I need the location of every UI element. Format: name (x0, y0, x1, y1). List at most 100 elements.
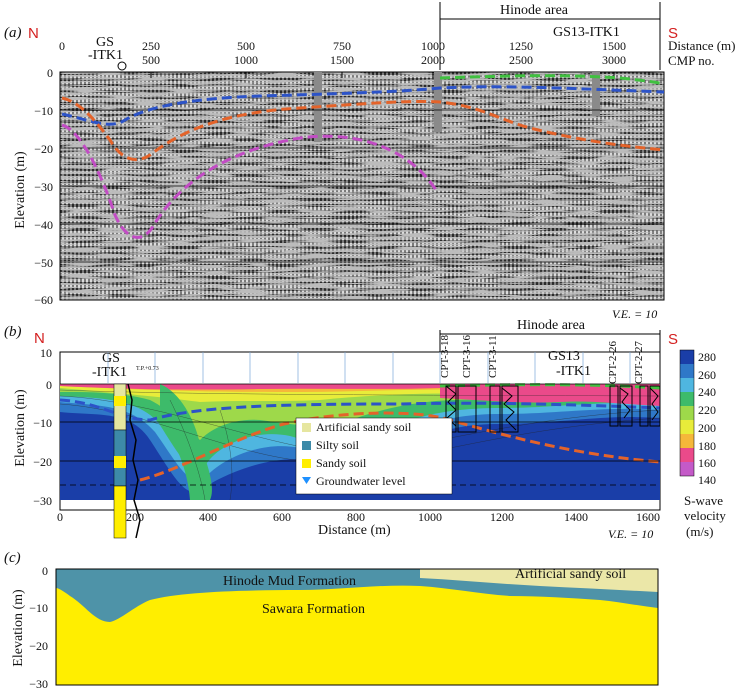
x-tick: 1000 (418, 510, 442, 524)
elevation-tick: −60 (34, 293, 53, 307)
panel-b-ve: V.E. = 10 (608, 527, 653, 541)
colorbar-title-2: velocity (684, 508, 726, 523)
sawara-label: Sawara Formation (262, 602, 365, 617)
y-tick: 10 (40, 346, 52, 360)
legend-label: Groundwater level (316, 474, 406, 488)
panel-b-x-axis: 0 200 400 600 800 1000 1200 1400 1600 Di… (57, 510, 660, 538)
horizon-orange (61, 96, 665, 161)
legend-swatch (302, 459, 311, 468)
cpt-label: CPT-2-27 (633, 341, 645, 384)
y-tick: −10 (33, 416, 52, 430)
distance-tick: 1250 (509, 39, 533, 53)
panel-c: (c) Hinode Mud Formation Artificial sand… (4, 550, 659, 691)
colorbar-tick: 280 (698, 350, 716, 364)
cmp-tick: 2000 (421, 53, 445, 67)
elevation-tick: −30 (34, 180, 53, 194)
elevation-tick: −40 (34, 218, 53, 232)
elevation-tick: −10 (34, 104, 53, 118)
model-horizon-orange (139, 411, 661, 482)
legend-label: Sandy soil (316, 456, 367, 470)
artificial-sandy-label: Artificial sandy soil (515, 567, 626, 582)
distance-tick: 500 (237, 39, 255, 53)
legend-label: Artificial sandy soil (316, 420, 412, 434)
cmp-tick-labels: 500 1000 1500 2000 2500 3000 (142, 53, 626, 67)
legend-label: Silty soil (316, 438, 360, 452)
panel-b-north: N (34, 330, 45, 347)
borehole-marker (117, 61, 127, 71)
panel-a-borehole-left-2: -ITK1 (88, 48, 123, 63)
distance-tick: 250 (142, 39, 160, 53)
hinode-mud-label: Hinode Mud Formation (223, 574, 356, 589)
panel-b-ylabel: Elevation (m) (13, 389, 28, 467)
panel-a-borehole-right: GS13-ITK1 (553, 25, 620, 40)
panel-c-label: (c) (4, 550, 21, 566)
horizon-green (439, 74, 665, 86)
panel-b-hinode-area: Hinode area (517, 318, 586, 333)
colorbar-tick: 240 (698, 385, 716, 399)
colorbar-tick: 260 (698, 368, 716, 382)
panel-c-frame (55, 568, 659, 686)
horizon-blue (61, 85, 665, 126)
section-gap (592, 72, 600, 116)
panel-b-south: S (668, 331, 678, 348)
panel-c-y-axis: 0 −10 −20 −30 Elevation (m) (11, 564, 48, 691)
y-tick: −10 (29, 601, 48, 615)
colorbar-tick: 220 (698, 403, 716, 417)
artificial-sandy-layer (420, 569, 658, 592)
panel-a-north: N (28, 25, 39, 42)
panel-a-y-axis: 0 −10 −20 −30 −40 −50 −60 Elevation (m) (13, 66, 53, 307)
panel-b-borehole-left-2: -ITK1 (92, 365, 127, 380)
colorbar-title-3: (m/s) (686, 524, 713, 539)
cpt-labels: CPT-3-18 CPT-3-16 CPT-3-11 CPT-2-26 CPT-… (439, 335, 645, 384)
y-tick: 0 (46, 378, 52, 392)
cmp-tick: 1000 (234, 53, 258, 67)
panel-a-ylabel: Elevation (m) (13, 151, 28, 229)
panel-a-cmp-label: CMP no. (668, 53, 714, 68)
panel-b-y-axis: 10 0 −10 −20 −30 Elevation (m) (13, 346, 52, 508)
elevation-tick: −20 (34, 142, 53, 156)
legend-swatch (302, 423, 311, 432)
panel-a-ve: V.E. = 10 (612, 307, 657, 321)
groundwater-icon (302, 477, 311, 484)
model-horizon-green (439, 383, 661, 390)
panel-b-borehole-left-1: GS (102, 351, 120, 366)
cmp-tick: 3000 (602, 53, 626, 67)
x-tick: 600 (273, 510, 291, 524)
panel-a-label: (a) (4, 25, 22, 41)
legend-swatch (302, 441, 311, 450)
panel-a-hinode-area: Hinode area (500, 3, 569, 18)
panel-b: (b) N S Hinode area (4, 318, 726, 541)
colorbar-tick: 140 (698, 473, 716, 487)
borehole-column-left (113, 383, 141, 539)
horizon-magenta (61, 123, 438, 239)
x-tick: 800 (347, 510, 365, 524)
distance-tick: 1000 (421, 39, 445, 53)
panel-b-borehole-right-1: GS13 (548, 349, 580, 364)
cpt-label: CPT-2-26 (607, 341, 619, 384)
elevation-tick: 0 (47, 66, 53, 80)
panel-b-borehole-right-2: -ITK1 (556, 364, 591, 379)
panel-a-distance-label: Distance (m) (668, 38, 736, 53)
colorbar-tick: 200 (698, 421, 716, 435)
x-tick: 400 (199, 510, 217, 524)
panel-b-legend: Artificial sandy soil Silty soil Sandy s… (295, 417, 453, 495)
velocity-colorbar: 280 260 240 220 200 180 160 140 S-wave v… (679, 349, 726, 539)
colorbar-tick: 180 (698, 439, 716, 453)
panel-b-tp-left: T.P.+0.73 (136, 366, 159, 372)
panel-b-label: (b) (4, 324, 22, 340)
colorbar-tick: 160 (698, 456, 716, 470)
y-tick: −30 (29, 677, 48, 691)
cmp-tick: 2500 (509, 53, 533, 67)
panel-b-xlabel: Distance (m) (318, 523, 391, 538)
y-tick: −20 (29, 639, 48, 653)
y-tick: −20 (33, 455, 52, 469)
y-tick: 0 (42, 564, 48, 578)
cmp-tick: 1500 (330, 53, 354, 67)
cpt-label: CPT-3-16 (461, 335, 473, 378)
x-tick: 1600 (636, 510, 660, 524)
surface-gridlines (107, 352, 631, 383)
distance-tick: 1500 (602, 39, 626, 53)
distance-tick-labels: 0 250 500 750 1000 1250 1500 (59, 39, 626, 53)
cpt-label: CPT-3-11 (487, 335, 499, 378)
panel-a-south: S (668, 25, 678, 42)
